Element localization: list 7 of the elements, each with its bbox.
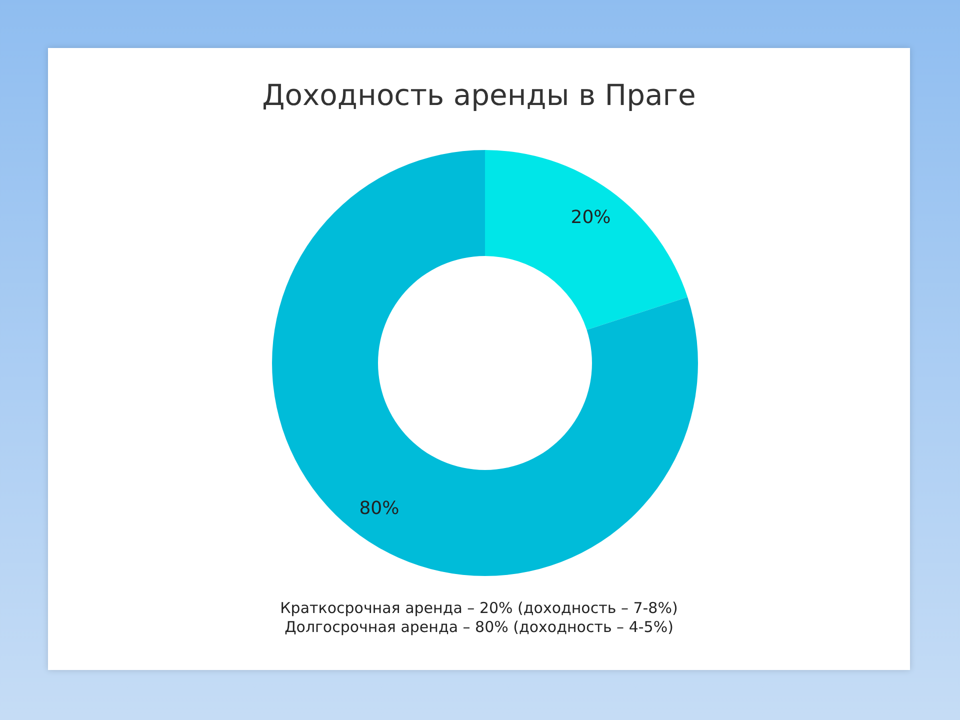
data-label: 80% [359,498,400,520]
donut-slice [272,150,698,576]
text: Краткосрочная аренда – 20% (доходность – 7-8%) [279,599,679,618]
chart-title: Доходность аренды в Праге [261,78,697,112]
text: Долгосрочная аренда – 80% (доходность – 4-5%) [284,618,674,637]
data-label: 20% [570,206,611,228]
donut-slice [485,150,688,330]
